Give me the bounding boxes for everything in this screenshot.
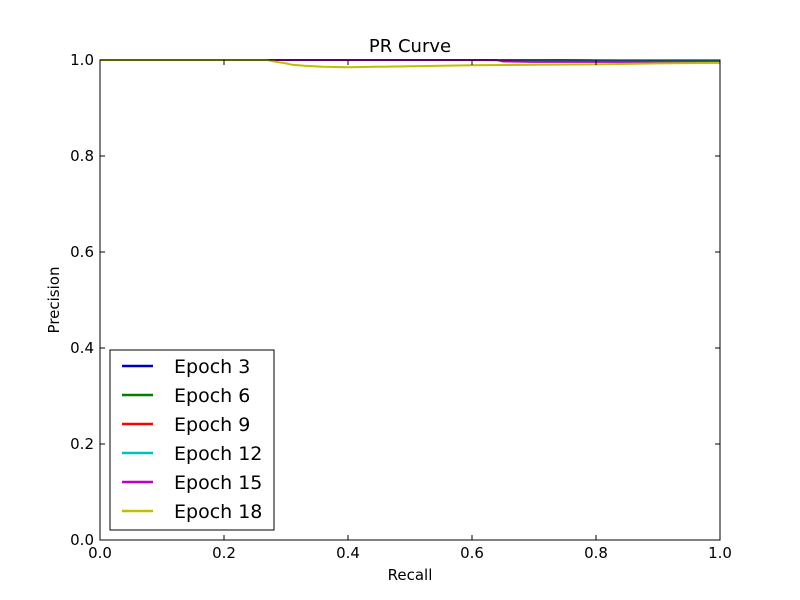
x-tick-label: 0.2 xyxy=(212,544,236,562)
legend-label: Epoch 3 xyxy=(174,356,250,378)
y-tick-label: 0.2 xyxy=(70,435,94,453)
x-tick-label: 1.0 xyxy=(708,544,732,562)
series-line-6 xyxy=(100,59,721,69)
x-axis-label: Recall xyxy=(388,566,433,584)
x-tick-label: 0.8 xyxy=(584,544,608,562)
ticks-layer: 0.0 0.2 0.4 0.6 0.8 1.0 0.0 0.2 0.4 0.6 0.8 1.0 xyxy=(70,51,732,562)
legend-label: Epoch 9 xyxy=(174,414,250,436)
legend-label: Epoch 12 xyxy=(174,443,262,465)
plot-frame xyxy=(99,59,721,541)
y-axis-label: Precision xyxy=(45,267,63,334)
x-tick-label: 0.4 xyxy=(336,544,360,562)
chart-title: PR Curve xyxy=(369,36,451,57)
legend-label: Epoch 15 xyxy=(174,472,262,494)
y-tick-label: 0.4 xyxy=(70,339,94,357)
y-tick-label: 0.6 xyxy=(70,243,94,261)
y-tick-label: 1.0 xyxy=(70,51,94,69)
x-tick-label: 0.6 xyxy=(460,544,484,562)
legend: Epoch 3 Epoch 6 Epoch 9 Epoch 12 Epoch 15 Epo… xyxy=(109,349,275,531)
y-tick-label: 0.8 xyxy=(70,147,94,165)
x-tick-label: 0.0 xyxy=(88,544,112,562)
legend-box xyxy=(109,349,275,531)
y-tick-label: 0.0 xyxy=(70,531,94,549)
legend-label: Epoch 18 xyxy=(174,501,262,523)
legend-label: Epoch 6 xyxy=(174,385,250,407)
